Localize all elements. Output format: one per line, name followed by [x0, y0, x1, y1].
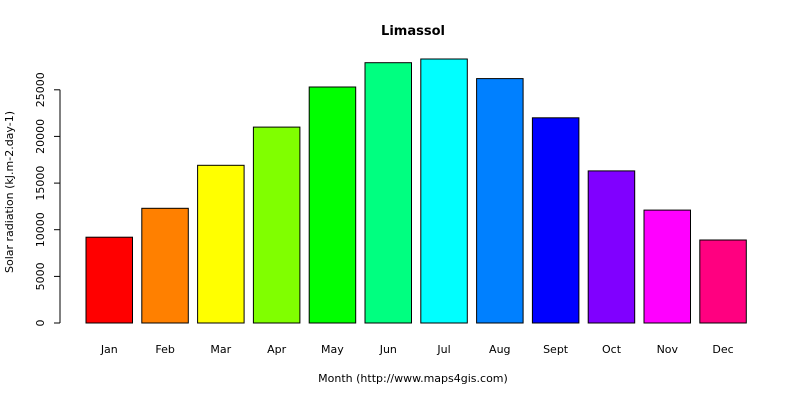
bar-may — [308, 86, 357, 324]
bars-group — [85, 58, 747, 324]
y-tick-label: 10000 — [34, 212, 47, 247]
y-axis: 0 5000 10000 15000 20000 25000 — [34, 72, 61, 327]
y-tick-label: 25000 — [34, 72, 47, 107]
x-tick-labels: Jan Feb Mar Apr May Jun Jul Aug Sept Oct Nov Dec — [100, 343, 734, 356]
x-tick-label: Apr — [267, 343, 287, 356]
y-tick-label: 0 — [34, 320, 47, 327]
bar-jan — [85, 236, 133, 324]
x-tick-label: Jun — [379, 343, 397, 356]
y-tick-label: 20000 — [34, 119, 47, 154]
bar-nov — [643, 209, 691, 324]
x-tick-label: Jul — [436, 343, 450, 356]
x-axis-label: Month (http://www.maps4gis.com) — [318, 372, 508, 385]
bar-mar — [197, 164, 245, 324]
x-tick-label: May — [321, 343, 344, 356]
x-tick-label: Nov — [657, 343, 679, 356]
bar-sept — [531, 117, 580, 324]
x-tick-label: Aug — [489, 343, 510, 356]
y-tick-label: 5000 — [34, 262, 47, 290]
y-tick-label: 15000 — [34, 166, 47, 201]
bar-oct — [587, 170, 636, 324]
y-axis-label: Solar radiation (kJ.m-2.day-1) — [3, 111, 16, 273]
bar-dec — [699, 239, 747, 324]
bar-apr — [252, 126, 301, 324]
x-tick-label: Oct — [602, 343, 622, 356]
x-tick-label: Jan — [100, 343, 118, 356]
bar-aug — [476, 78, 524, 324]
chart-title: Limassol — [381, 24, 445, 39]
x-tick-label: Sept — [543, 343, 569, 356]
bar-jun — [364, 62, 412, 324]
bar-feb — [141, 207, 189, 324]
x-tick-label: Feb — [155, 343, 174, 356]
bar-jul — [420, 58, 468, 324]
x-tick-label: Mar — [210, 343, 231, 356]
x-tick-label: Dec — [712, 343, 733, 356]
